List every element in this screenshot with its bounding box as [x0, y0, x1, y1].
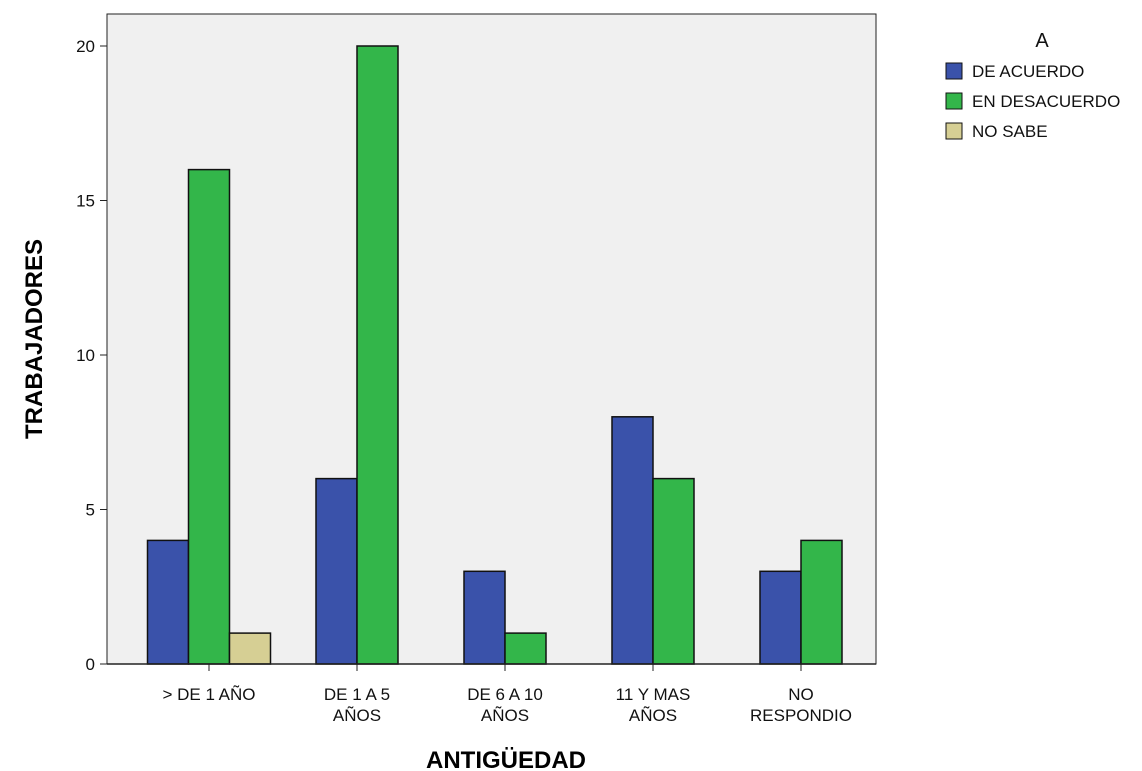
y-tick-label: 10 — [76, 346, 95, 365]
legend-label: EN DESACUERDO — [972, 92, 1120, 111]
bar-en-desacuerdo — [187, 168, 231, 665]
x-tick-label: DE 6 A 10 — [467, 685, 543, 704]
x-tick-label: > DE 1 AÑO — [162, 685, 255, 704]
y-tick-label: 5 — [86, 501, 95, 520]
bar-en-desacuerdo — [800, 539, 843, 665]
bar-de-acuerdo — [759, 570, 802, 665]
plot-area — [106, 13, 877, 665]
y-tick-label: 20 — [76, 37, 95, 56]
x-tick-label: RESPONDIO — [750, 706, 852, 725]
legend-swatch — [945, 122, 963, 140]
x-tick-label: AÑOS — [629, 706, 677, 725]
y-tick-label: 0 — [86, 655, 95, 674]
bar-en-desacuerdo — [504, 632, 547, 665]
bar-de-acuerdo — [611, 416, 654, 665]
bar-de-acuerdo — [463, 570, 506, 665]
bar-en-desacuerdo — [652, 477, 695, 665]
bar-en-desacuerdo — [356, 45, 399, 665]
legend-swatch — [945, 92, 963, 110]
bar-no-sabe — [228, 632, 272, 665]
x-tick-label: AÑOS — [333, 706, 381, 725]
x-tick-label: AÑOS — [481, 706, 529, 725]
x-axis-title: ANTIGÜEDAD — [426, 747, 586, 771]
x-tick-label: 11 Y MAS — [616, 685, 691, 704]
legend-title: A — [1035, 30, 1049, 52]
legend-label: NO SABE — [972, 122, 1048, 141]
x-tick-label: NO — [788, 685, 814, 704]
x-tick-label: DE 1 A 5 — [324, 685, 390, 704]
bar-de-acuerdo — [315, 477, 358, 665]
bar-de-acuerdo — [146, 539, 190, 665]
legend-swatch — [945, 62, 963, 80]
y-tick-label: 15 — [76, 192, 95, 211]
legend: A DE ACUERDO EN DESACUERDO NO SABE — [945, 30, 1120, 141]
y-axis-title: TRABAJADORES — [21, 239, 48, 439]
legend-label: DE ACUERDO — [972, 62, 1084, 81]
